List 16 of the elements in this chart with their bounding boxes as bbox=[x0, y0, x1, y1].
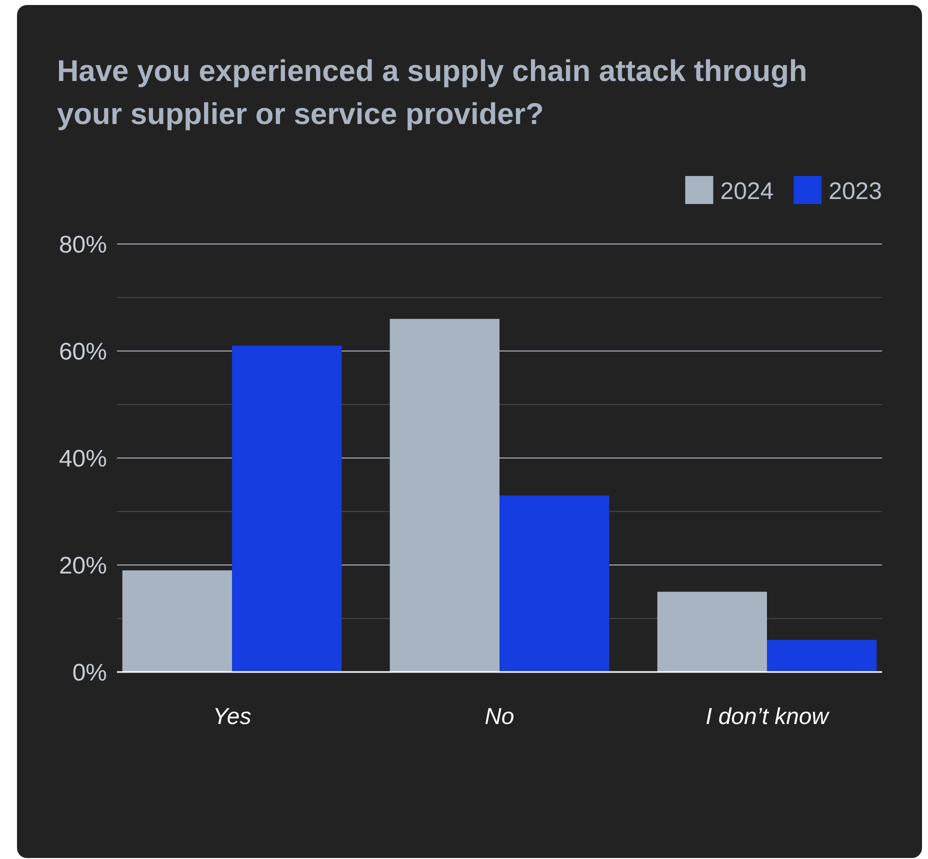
bar bbox=[122, 570, 232, 672]
y-tick-label: 80% bbox=[58, 231, 107, 258]
x-tick-label: No bbox=[484, 703, 514, 729]
x-tick-label: I don’t know bbox=[706, 703, 830, 729]
bar bbox=[232, 346, 342, 672]
legend-label: 2024 bbox=[720, 178, 774, 205]
bar bbox=[657, 592, 767, 672]
chart-title: Have you experienced a supply chain attack through your supplier or service provider? bbox=[57, 55, 808, 131]
y-tick-label: 20% bbox=[58, 552, 107, 580]
x-tick-label: Yes bbox=[212, 703, 252, 729]
bar bbox=[500, 495, 610, 672]
legend-label: 2023 bbox=[828, 178, 882, 205]
bar bbox=[766, 640, 877, 672]
y-tick-label: 60% bbox=[58, 338, 107, 366]
y-tick-label: 40% bbox=[58, 445, 107, 472]
y-tick-label: 0% bbox=[72, 659, 107, 686]
